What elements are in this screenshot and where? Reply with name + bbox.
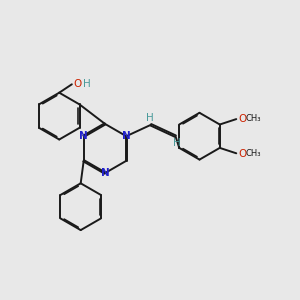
Text: H: H <box>83 79 91 89</box>
Text: O: O <box>73 79 81 89</box>
Text: N: N <box>100 168 109 178</box>
Text: N: N <box>79 131 88 141</box>
Text: H: H <box>146 112 154 123</box>
Text: O: O <box>239 149 247 159</box>
Text: CH₃: CH₃ <box>246 114 261 123</box>
Text: N: N <box>122 131 131 141</box>
Text: O: O <box>239 113 247 124</box>
Text: CH₃: CH₃ <box>246 149 261 158</box>
Text: H: H <box>173 138 181 148</box>
